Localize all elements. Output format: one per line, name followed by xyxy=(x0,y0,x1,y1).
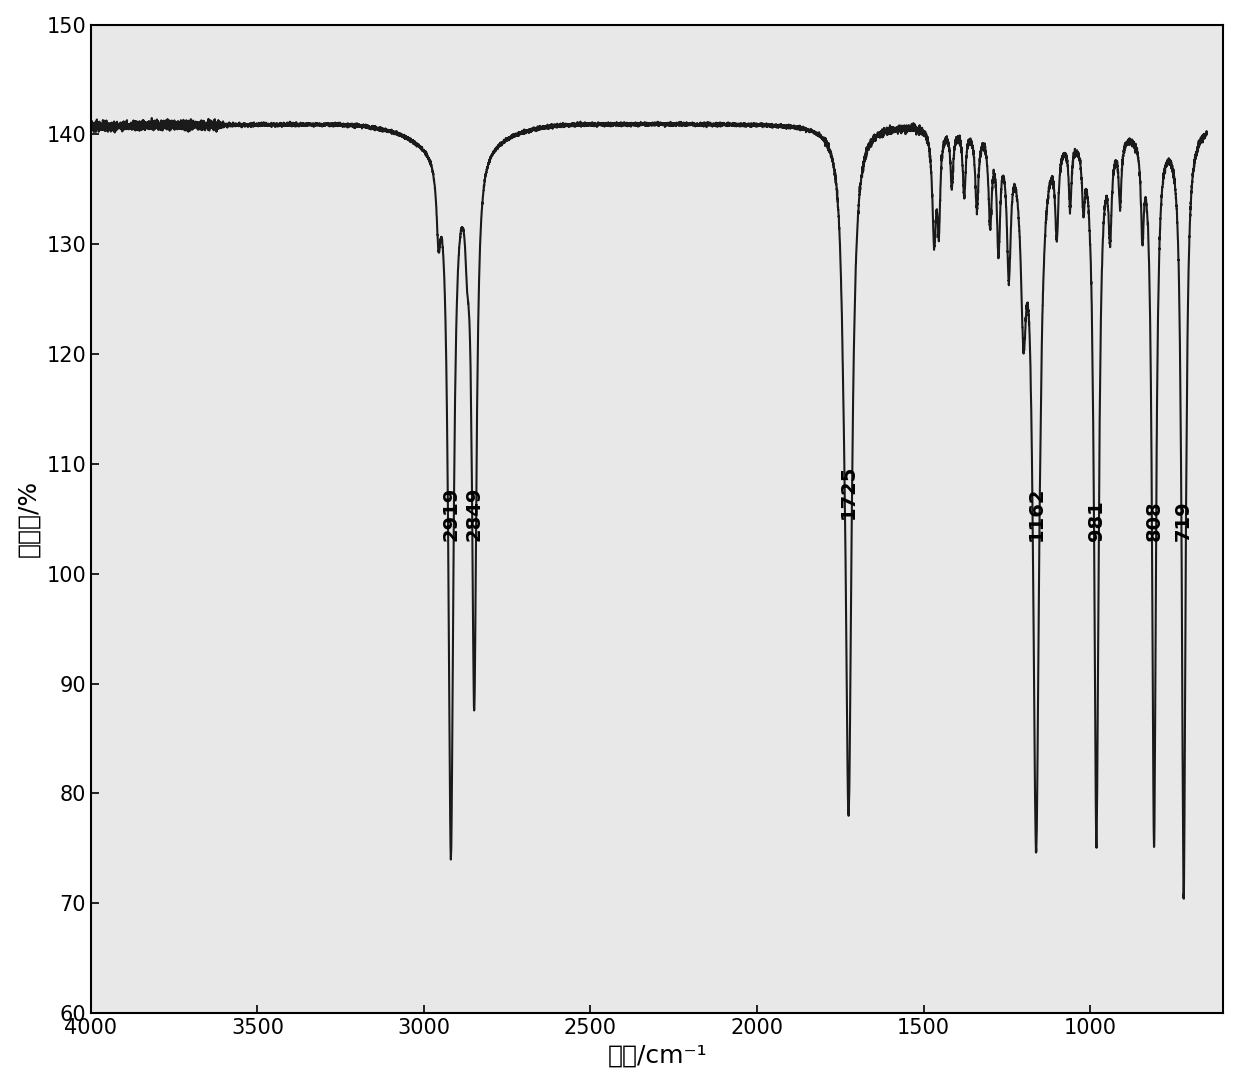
Text: 2919: 2919 xyxy=(441,487,460,541)
Y-axis label: 透光率/%: 透光率/% xyxy=(16,480,41,557)
Text: 808: 808 xyxy=(1145,500,1163,541)
Text: 981: 981 xyxy=(1087,500,1106,541)
X-axis label: 波数/cm⁻¹: 波数/cm⁻¹ xyxy=(608,1043,707,1068)
Text: 1162: 1162 xyxy=(1027,487,1045,541)
Text: 1725: 1725 xyxy=(839,464,858,519)
Text: 2849: 2849 xyxy=(465,487,484,541)
Text: 719: 719 xyxy=(1174,500,1193,541)
